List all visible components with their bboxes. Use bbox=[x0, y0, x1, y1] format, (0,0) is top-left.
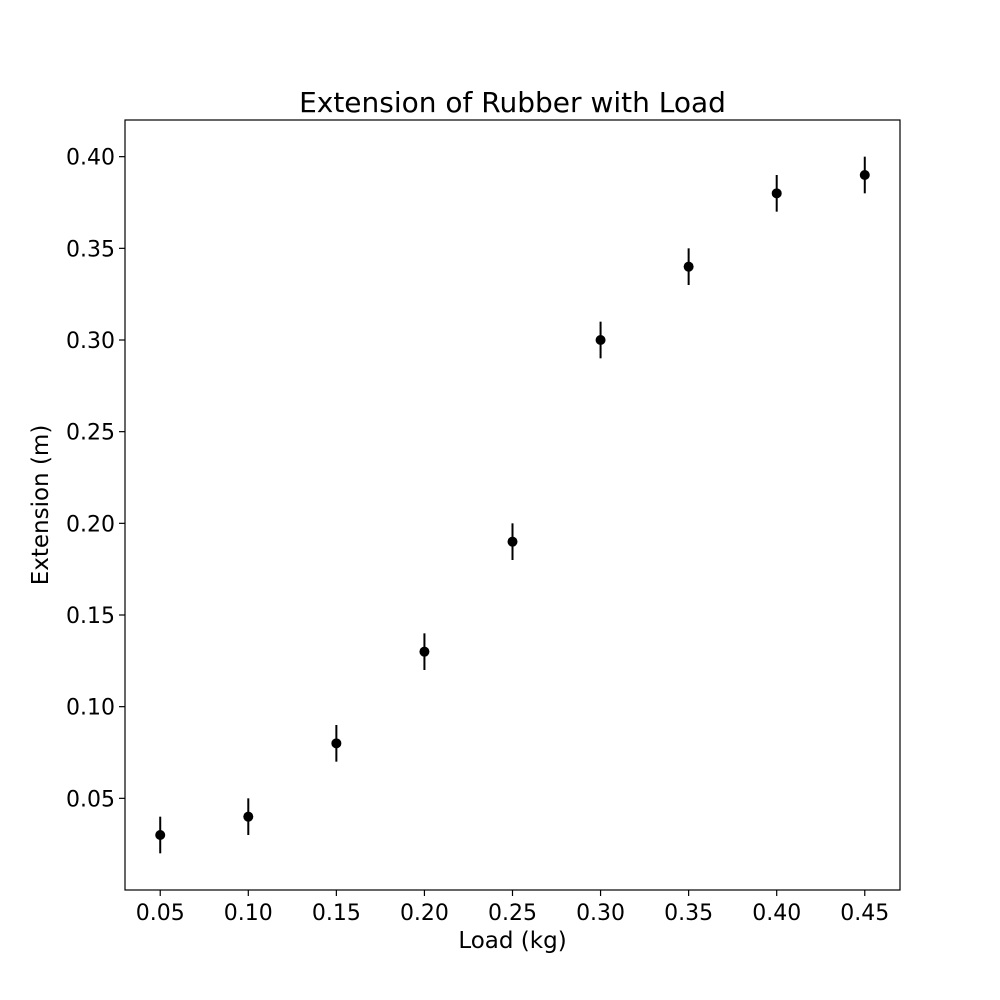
y-tick-label: 0.35 bbox=[66, 237, 115, 262]
x-tick-label: 0.25 bbox=[488, 901, 537, 926]
x-tick-label: 0.10 bbox=[224, 901, 273, 926]
data-point bbox=[595, 335, 606, 345]
x-tick-label: 0.30 bbox=[576, 901, 625, 926]
y-axis-label: Extension (m) bbox=[28, 425, 54, 586]
plot-area bbox=[124, 119, 901, 891]
y-tick-label: 0.30 bbox=[66, 329, 115, 354]
data-point bbox=[859, 170, 870, 180]
y-tick-label: 0.15 bbox=[66, 604, 115, 629]
data-point bbox=[419, 646, 430, 657]
x-tick-label: 0.15 bbox=[312, 901, 361, 926]
data-point bbox=[771, 188, 782, 199]
x-tick-label: 0.05 bbox=[136, 901, 185, 926]
data-point bbox=[683, 261, 694, 272]
y-axis: 0.05 0.10 0.15 0.20 0.25 0.30 0.35 0.40 bbox=[66, 146, 125, 812]
x-tick-label: 0.40 bbox=[752, 901, 801, 926]
data-point bbox=[507, 536, 518, 547]
x-axis-label: Load (kg) bbox=[458, 928, 566, 954]
data-point bbox=[155, 830, 166, 840]
y-tick-label: 0.20 bbox=[66, 512, 115, 537]
data-point bbox=[243, 811, 254, 822]
x-tick-label: 0.20 bbox=[400, 901, 449, 926]
chart-title: Extension of Rubber with Load bbox=[299, 86, 726, 119]
y-tick-label: 0.05 bbox=[66, 787, 115, 812]
data-points bbox=[155, 156, 870, 854]
data-point bbox=[331, 738, 342, 749]
y-tick-label: 0.10 bbox=[66, 696, 115, 721]
x-tick-label: 0.35 bbox=[664, 901, 713, 926]
y-tick-label: 0.40 bbox=[66, 146, 115, 171]
y-tick-label: 0.25 bbox=[66, 421, 115, 446]
x-axis: 0.05 0.10 0.15 0.20 0.25 0.30 0.35 0.40 0.45 bbox=[136, 890, 889, 926]
x-tick-label: 0.45 bbox=[840, 901, 889, 926]
